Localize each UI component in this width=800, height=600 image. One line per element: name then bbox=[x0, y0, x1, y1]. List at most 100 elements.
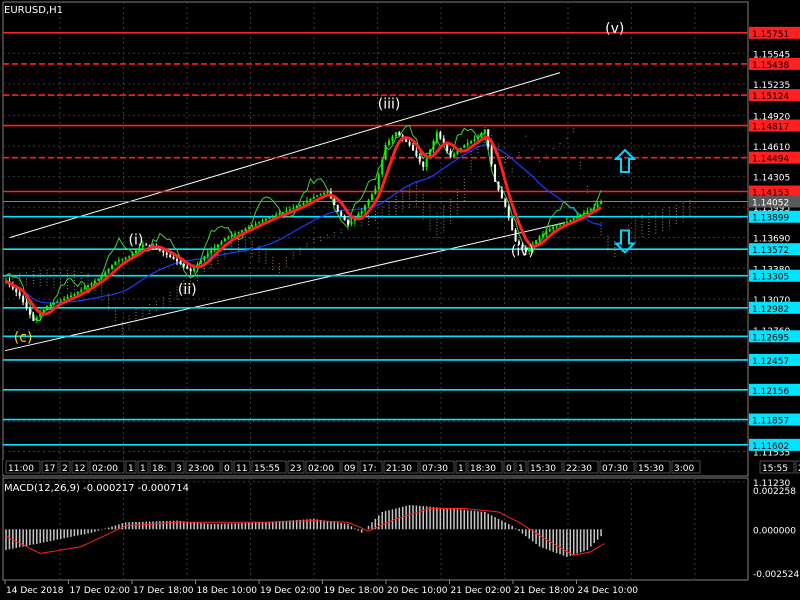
macd-signal-line bbox=[5, 508, 605, 556]
y-tick-label: 1.13690 bbox=[753, 234, 790, 244]
moving-average-red bbox=[5, 135, 602, 316]
support-level-price-tag bbox=[749, 438, 800, 451]
candle-body bbox=[350, 221, 353, 225]
candle-body bbox=[49, 304, 52, 307]
candle-body bbox=[323, 193, 326, 195]
candle-body bbox=[456, 151, 459, 155]
candle-body bbox=[565, 221, 568, 223]
candle-body bbox=[476, 137, 479, 140]
resistance-level-price-tag bbox=[749, 57, 800, 70]
session-label: 23:00 bbox=[188, 464, 214, 474]
candle-body bbox=[28, 308, 31, 315]
wave-label: (ii) bbox=[178, 282, 197, 298]
session-label: 21:30 bbox=[386, 464, 412, 474]
candle-body bbox=[182, 263, 185, 267]
candle-body bbox=[422, 161, 425, 167]
candle-body bbox=[18, 292, 21, 297]
price-chart[interactable]: 1.157501.155451.152351.151201.149201.146… bbox=[2, 1, 800, 489]
candle-body bbox=[483, 129, 486, 134]
y-tick-label: 1.13995 bbox=[753, 204, 790, 214]
candle-body bbox=[299, 204, 302, 207]
session-label-box bbox=[251, 460, 287, 474]
session-label-box bbox=[671, 460, 701, 474]
session-label: 12 bbox=[74, 464, 85, 474]
candle-body bbox=[347, 220, 349, 225]
wave-label: (iii) bbox=[378, 96, 401, 112]
candle-body bbox=[415, 150, 418, 157]
candle-body bbox=[199, 260, 202, 264]
candle-body bbox=[90, 282, 93, 286]
session-label: 11 bbox=[236, 464, 247, 474]
session-label: 17 bbox=[44, 464, 55, 474]
candle-body bbox=[247, 226, 250, 229]
resistance-level-price-label: 1.15751 bbox=[752, 30, 789, 40]
candle-body bbox=[138, 247, 141, 251]
candle-body bbox=[223, 238, 226, 242]
session-label: 02:00 bbox=[92, 464, 118, 474]
candle-body bbox=[535, 240, 538, 244]
resistance-level-price-tag bbox=[749, 26, 800, 39]
candle-body bbox=[176, 259, 178, 262]
support-level-price-label: 1.12156 bbox=[752, 387, 789, 397]
session-label-box bbox=[173, 460, 185, 474]
support-level-price-label: 1.12457 bbox=[752, 357, 789, 367]
time-label: 17 Dec 02:00 bbox=[70, 586, 131, 596]
support-level-price-tag bbox=[749, 413, 800, 426]
candle-body bbox=[32, 314, 35, 321]
candle-body bbox=[336, 205, 339, 212]
candle-body bbox=[285, 210, 288, 212]
candle-body bbox=[541, 234, 544, 237]
support-level-price-label: 1.11857 bbox=[752, 417, 789, 427]
candle-body bbox=[381, 159, 384, 175]
wave-label: (iv) bbox=[511, 243, 534, 259]
candle-body bbox=[93, 280, 96, 283]
candle-body bbox=[309, 198, 312, 201]
resistance-level-price-tag bbox=[749, 185, 800, 198]
candle-body bbox=[162, 250, 165, 253]
candle-body bbox=[360, 210, 363, 215]
session-label: 15:30 bbox=[638, 464, 664, 474]
candle-body bbox=[278, 213, 281, 215]
candle-body bbox=[189, 268, 192, 272]
channel-upper-line[interactable] bbox=[9, 72, 561, 238]
candle-body bbox=[442, 138, 445, 145]
candle-body bbox=[15, 288, 18, 293]
session-label-box bbox=[383, 460, 419, 474]
session-label-box bbox=[341, 460, 359, 474]
support-level-price-label: 1.12695 bbox=[752, 333, 789, 343]
candle-body bbox=[172, 257, 175, 260]
candle-body bbox=[254, 223, 257, 226]
macd-y-tick-label: 0.002258 bbox=[753, 487, 796, 497]
support-level-price-label: 1.12982 bbox=[752, 305, 789, 315]
time-label: 14 Dec 2018 bbox=[6, 586, 64, 596]
candle-body bbox=[83, 287, 86, 290]
candle-body bbox=[217, 244, 220, 248]
candle-body bbox=[302, 202, 305, 205]
candle-body bbox=[514, 229, 517, 242]
support-level-price-label: 1.13305 bbox=[752, 273, 789, 283]
macd-frame bbox=[2, 477, 749, 581]
candle-body bbox=[374, 188, 377, 195]
channel-lower-line[interactable] bbox=[4, 222, 566, 352]
session-label: 23 bbox=[290, 464, 301, 474]
candle-body bbox=[473, 139, 476, 142]
candle-body bbox=[206, 253, 209, 257]
candle-body bbox=[56, 301, 59, 304]
session-label-box bbox=[419, 460, 455, 474]
candle-body bbox=[275, 214, 278, 216]
current-price-tag bbox=[749, 195, 800, 208]
candle-body bbox=[521, 244, 524, 249]
macd-panel[interactable]: 0.002258 0.000000 -0.002524 bbox=[2, 477, 799, 581]
session-label-box bbox=[563, 460, 599, 474]
session-label: 02:00 bbox=[308, 464, 334, 474]
session-label-box bbox=[149, 460, 173, 474]
candle-body bbox=[394, 132, 397, 137]
macd-y-tick-label: 0.000000 bbox=[753, 526, 796, 536]
candle-body bbox=[186, 266, 189, 269]
session-label-box bbox=[359, 460, 383, 474]
candle-body bbox=[39, 313, 42, 318]
macd-title: MACD(12,26,9) -0.000217 -0.000714 bbox=[4, 483, 189, 494]
y-tick-label: 1.14305 bbox=[753, 173, 790, 183]
candle-body bbox=[312, 196, 315, 199]
candle-body bbox=[494, 164, 497, 182]
